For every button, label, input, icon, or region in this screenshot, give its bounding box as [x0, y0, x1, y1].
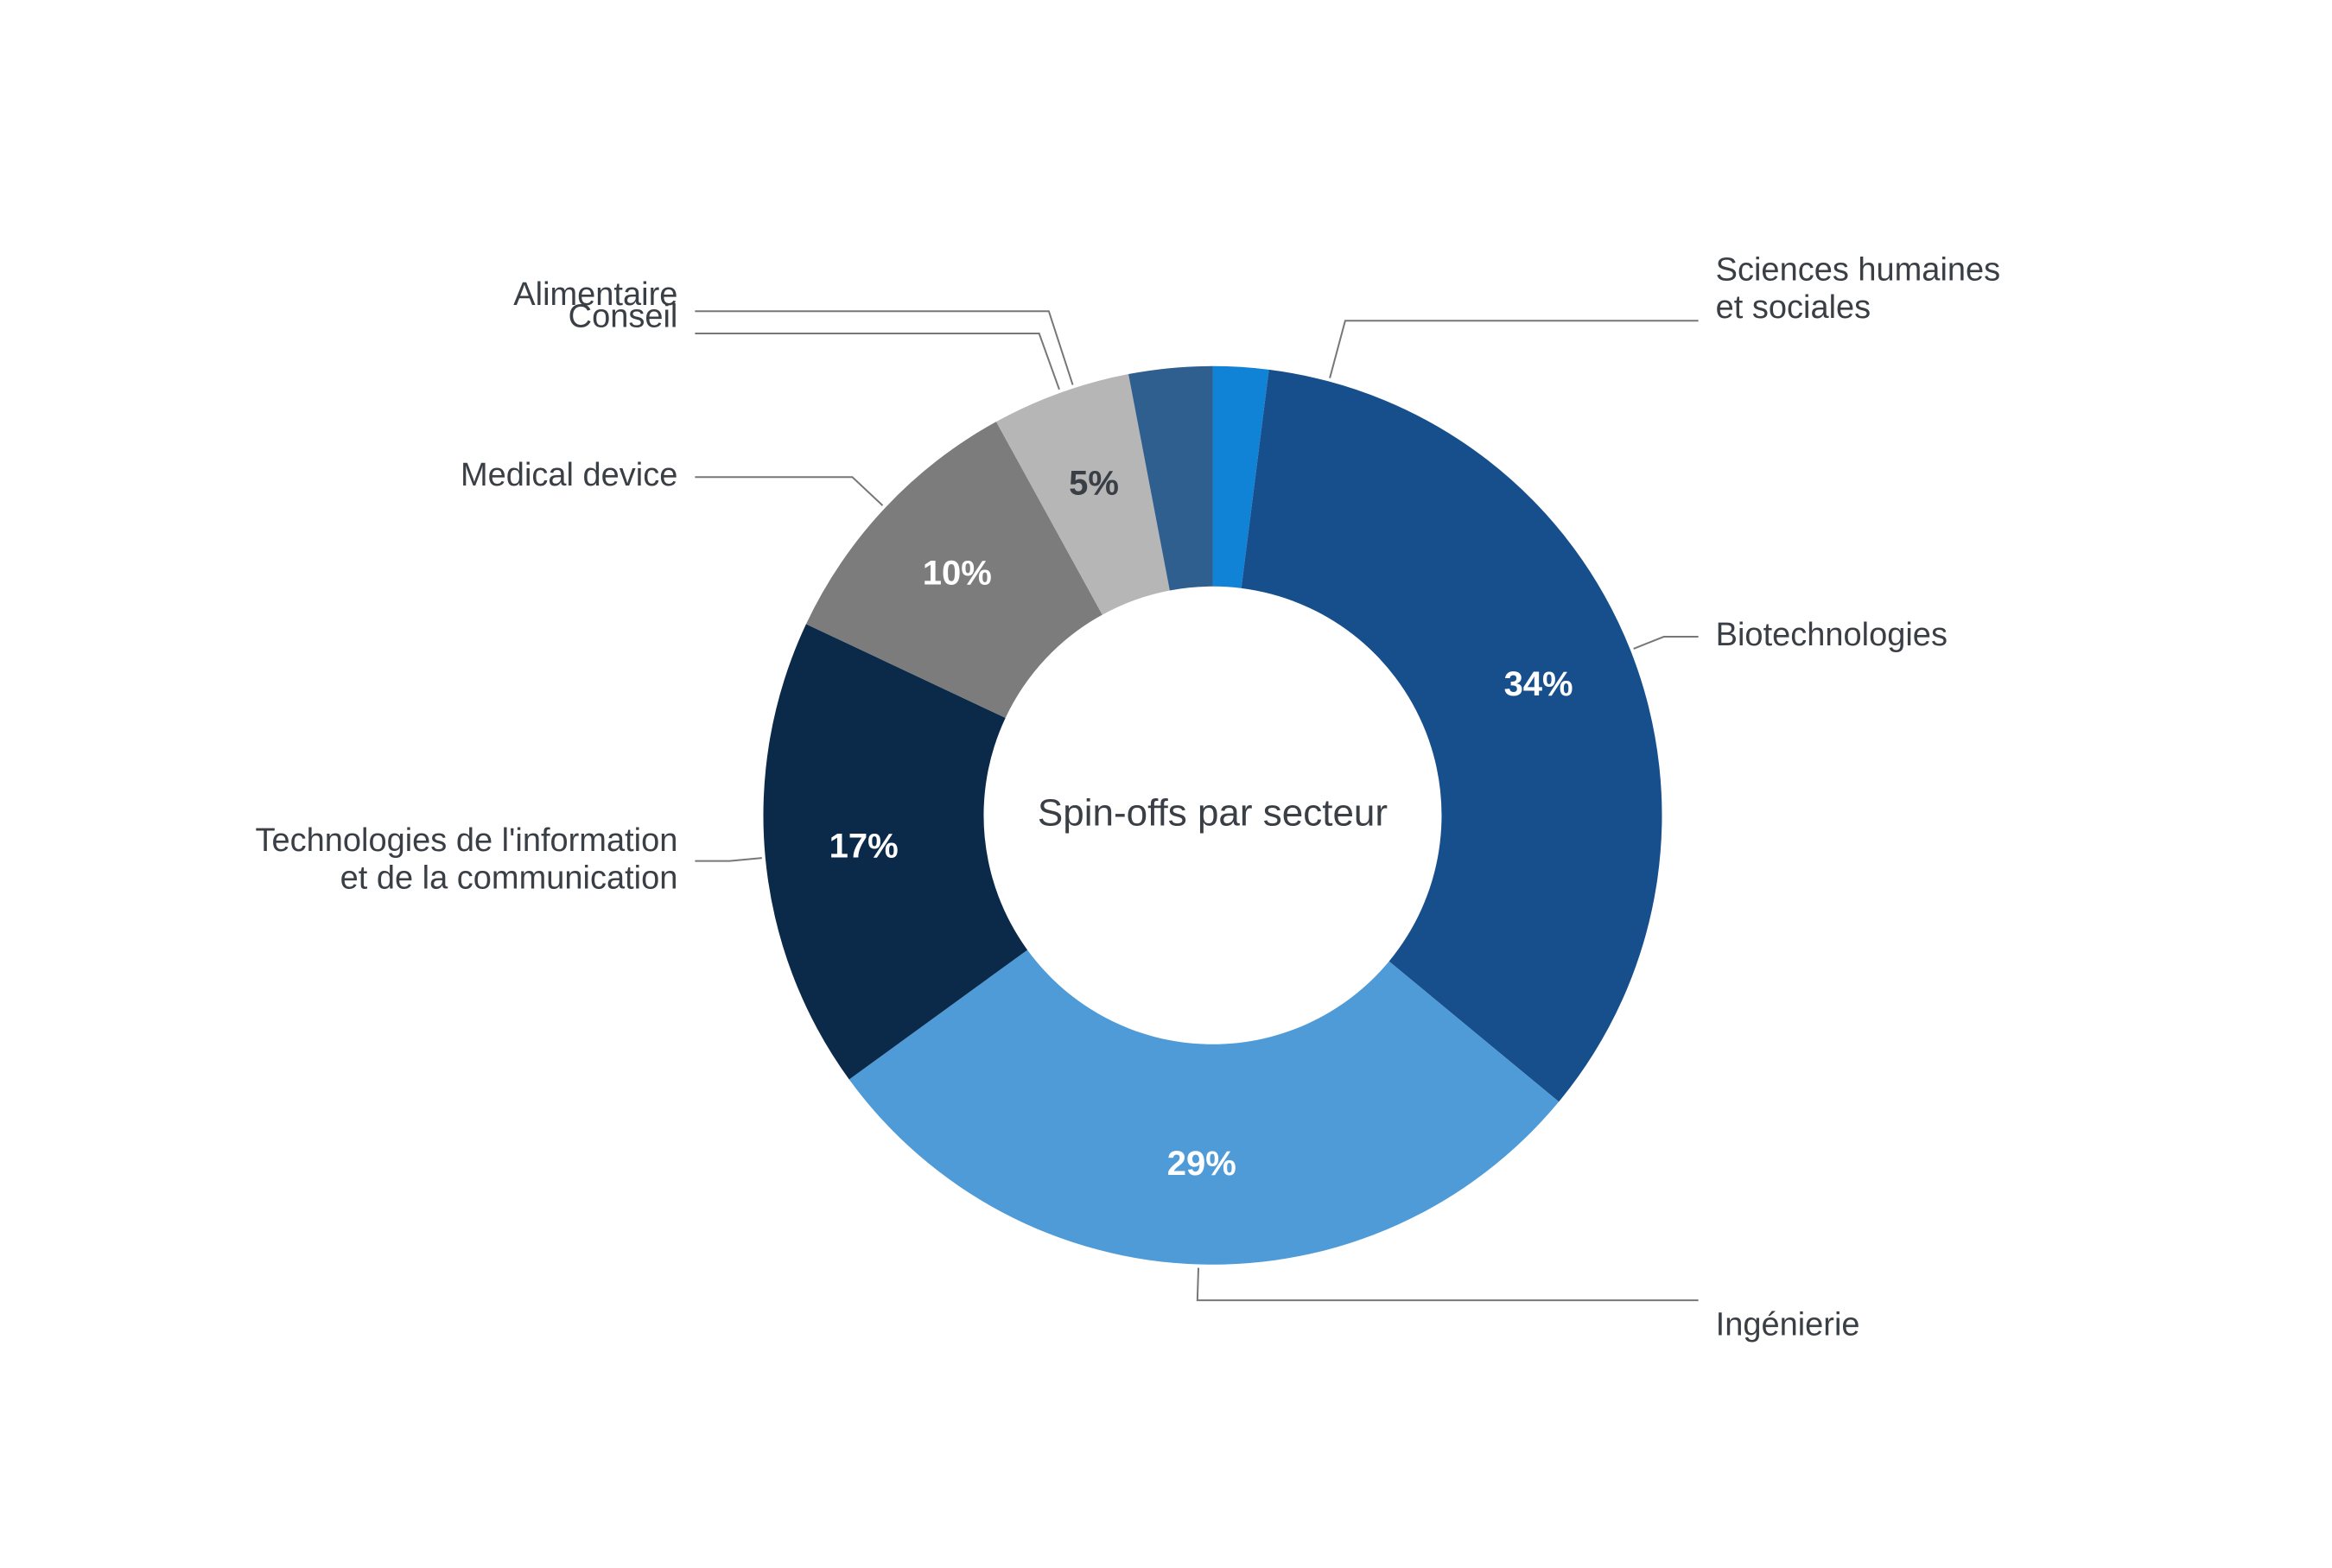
- leader-line: [695, 311, 1072, 384]
- slice-value-label: 5%: [1069, 465, 1119, 503]
- slice-value-label: 2%: [1242, 333, 1292, 371]
- slice-category-label: Biotechnologies: [1716, 617, 1948, 653]
- leader-line: [695, 477, 882, 505]
- leader-line: [695, 333, 1059, 390]
- slice-value-label: 3%: [1119, 333, 1169, 371]
- leader-line: [1330, 321, 1699, 378]
- slice-value-label: 10%: [923, 555, 992, 593]
- slice-category-label: Technologies de l'informationet de la co…: [255, 822, 677, 897]
- chart-center-title: Spin-offs par secteur: [1038, 791, 1388, 834]
- leader-line: [1198, 1268, 1699, 1301]
- slice-value-label: 34%: [1504, 665, 1573, 703]
- slice-category-label: Alimentaire: [513, 276, 677, 313]
- slice-category-label: Medical device: [461, 457, 677, 493]
- slice-value-label: 29%: [1167, 1145, 1236, 1183]
- slice-category-label: Sciences humaineset sociales: [1716, 251, 2001, 326]
- leader-line: [1634, 637, 1699, 649]
- donut-chart: 2% 34% 29% 17% 10% 5% 3% Sciences humaineset so…: [0, 0, 2332, 1568]
- slice-value-label: 17%: [829, 828, 899, 866]
- slice: [1242, 370, 1662, 1101]
- slice-category-label: Ingénierie: [1716, 1307, 1860, 1343]
- leader-line: [695, 858, 761, 861]
- donut-chart-svg: 2% 34% 29% 17% 10% 5% 3% Sciences humaineset so…: [0, 0, 2332, 1568]
